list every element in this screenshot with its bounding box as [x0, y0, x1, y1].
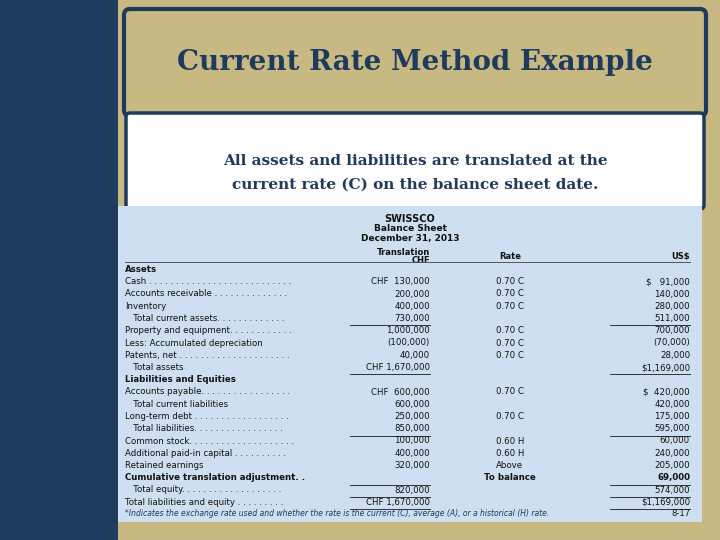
- Text: 140,000: 140,000: [654, 289, 690, 299]
- Text: (70,000): (70,000): [653, 339, 690, 348]
- Text: 60,000: 60,000: [660, 436, 690, 446]
- Text: Rate: Rate: [499, 252, 521, 261]
- Text: CHF  600,000: CHF 600,000: [372, 388, 430, 396]
- Text: Accounts receivable . . . . . . . . . . . . . .: Accounts receivable . . . . . . . . . . …: [125, 289, 287, 299]
- Text: 400,000: 400,000: [395, 449, 430, 458]
- Text: 400,000: 400,000: [395, 302, 430, 310]
- Text: Property and equipment. . . . . . . . . . . .: Property and equipment. . . . . . . . . …: [125, 326, 292, 335]
- Text: Retained earnings: Retained earnings: [125, 461, 204, 470]
- Text: 0.60 H: 0.60 H: [496, 449, 524, 458]
- Text: $1,169,000: $1,169,000: [641, 363, 690, 372]
- Text: 0.70 C: 0.70 C: [496, 339, 524, 348]
- Text: Assets: Assets: [125, 265, 157, 274]
- Text: 205,000: 205,000: [654, 461, 690, 470]
- Text: Additional paid-in capital . . . . . . . . . .: Additional paid-in capital . . . . . . .…: [125, 449, 286, 458]
- Text: 700,000: 700,000: [654, 326, 690, 335]
- Text: All assets and liabilities are translated at the: All assets and liabilities are translate…: [222, 154, 607, 168]
- Text: Cumulative translation adjustment. .: Cumulative translation adjustment. .: [125, 473, 305, 482]
- Text: CHF 1,670,000: CHF 1,670,000: [366, 363, 430, 372]
- Text: 0.70 C: 0.70 C: [496, 289, 524, 299]
- Text: Balance Sheet: Balance Sheet: [374, 224, 446, 233]
- Text: Above: Above: [496, 461, 523, 470]
- Text: 175,000: 175,000: [654, 412, 690, 421]
- Text: Accounts payable. . . . . . . . . . . . . . . . .: Accounts payable. . . . . . . . . . . . …: [125, 388, 290, 396]
- Text: US$: US$: [671, 252, 690, 261]
- Text: 0.70 C: 0.70 C: [496, 351, 524, 360]
- Text: 40,000: 40,000: [400, 351, 430, 360]
- Text: Inventory: Inventory: [125, 302, 166, 310]
- Text: 250,000: 250,000: [395, 412, 430, 421]
- Text: 69,000: 69,000: [657, 473, 690, 482]
- Text: (100,000): (100,000): [388, 339, 430, 348]
- FancyBboxPatch shape: [126, 113, 704, 209]
- Text: 0.70 C: 0.70 C: [496, 412, 524, 421]
- Text: Common stock. . . . . . . . . . . . . . . . . . . .: Common stock. . . . . . . . . . . . . . …: [125, 436, 294, 446]
- Text: Long-term debt . . . . . . . . . . . . . . . . . .: Long-term debt . . . . . . . . . . . . .…: [125, 412, 289, 421]
- Text: CHF 1,670,000: CHF 1,670,000: [366, 498, 430, 507]
- Text: December 31, 2013: December 31, 2013: [361, 234, 459, 243]
- Text: 511,000: 511,000: [654, 314, 690, 323]
- Text: 730,000: 730,000: [395, 314, 430, 323]
- Text: Patents, net . . . . . . . . . . . . . . . . . . . . .: Patents, net . . . . . . . . . . . . . .…: [125, 351, 289, 360]
- Text: Liabilities and Equities: Liabilities and Equities: [125, 375, 236, 384]
- Bar: [0, 0, 118, 540]
- Text: Current Rate Method Example: Current Rate Method Example: [177, 49, 653, 76]
- Text: 1,000,000: 1,000,000: [386, 326, 430, 335]
- Text: 420,000: 420,000: [654, 400, 690, 409]
- Text: CHF  130,000: CHF 130,000: [372, 277, 430, 286]
- Text: Total liabilities. . . . . . . . . . . . . . . . .: Total liabilities. . . . . . . . . . . .…: [125, 424, 283, 433]
- Text: $   91,000: $ 91,000: [647, 277, 690, 286]
- Text: 280,000: 280,000: [654, 302, 690, 310]
- Text: CHF: CHF: [411, 256, 430, 265]
- Text: Total assets: Total assets: [125, 363, 184, 372]
- Text: $1,169,000: $1,169,000: [641, 498, 690, 507]
- Text: 100,000: 100,000: [395, 436, 430, 446]
- Text: 600,000: 600,000: [395, 400, 430, 409]
- Text: Total liabilities and equity . . . . . . . . .: Total liabilities and equity . . . . . .…: [125, 498, 284, 507]
- Text: 8-17: 8-17: [671, 509, 690, 518]
- Text: Less: Accumulated depreciation: Less: Accumulated depreciation: [125, 339, 263, 348]
- Text: 320,000: 320,000: [395, 461, 430, 470]
- Text: 0.70 C: 0.70 C: [496, 277, 524, 286]
- Text: SWISSCO: SWISSCO: [384, 214, 436, 224]
- Text: Total current liabilities: Total current liabilities: [125, 400, 228, 409]
- Text: 0.70 C: 0.70 C: [496, 326, 524, 335]
- Text: *Indicates the exchange rate used and whether the rate is the current (C), avera: *Indicates the exchange rate used and wh…: [125, 509, 549, 518]
- Text: Cash . . . . . . . . . . . . . . . . . . . . . . . . . . .: Cash . . . . . . . . . . . . . . . . . .…: [125, 277, 292, 286]
- Text: 0.60 H: 0.60 H: [496, 436, 524, 446]
- Text: 200,000: 200,000: [395, 289, 430, 299]
- Text: 595,000: 595,000: [654, 424, 690, 433]
- Text: Total equity. . . . . . . . . . . . . . . . . . .: Total equity. . . . . . . . . . . . . . …: [125, 485, 282, 495]
- Text: 850,000: 850,000: [395, 424, 430, 433]
- Text: Total current assets. . . . . . . . . . . . .: Total current assets. . . . . . . . . . …: [125, 314, 284, 323]
- FancyBboxPatch shape: [124, 9, 706, 116]
- Text: 574,000: 574,000: [654, 485, 690, 495]
- Text: current rate (C) on the balance sheet date.: current rate (C) on the balance sheet da…: [232, 178, 598, 192]
- Text: 0.70 C: 0.70 C: [496, 388, 524, 396]
- Text: 240,000: 240,000: [654, 449, 690, 458]
- Text: To balance: To balance: [484, 473, 536, 482]
- Text: $  420,000: $ 420,000: [644, 388, 690, 396]
- Text: 820,000: 820,000: [395, 485, 430, 495]
- Bar: [118, 206, 702, 522]
- Text: 0.70 C: 0.70 C: [496, 302, 524, 310]
- Text: 28,000: 28,000: [660, 351, 690, 360]
- Text: Translation: Translation: [377, 248, 430, 257]
